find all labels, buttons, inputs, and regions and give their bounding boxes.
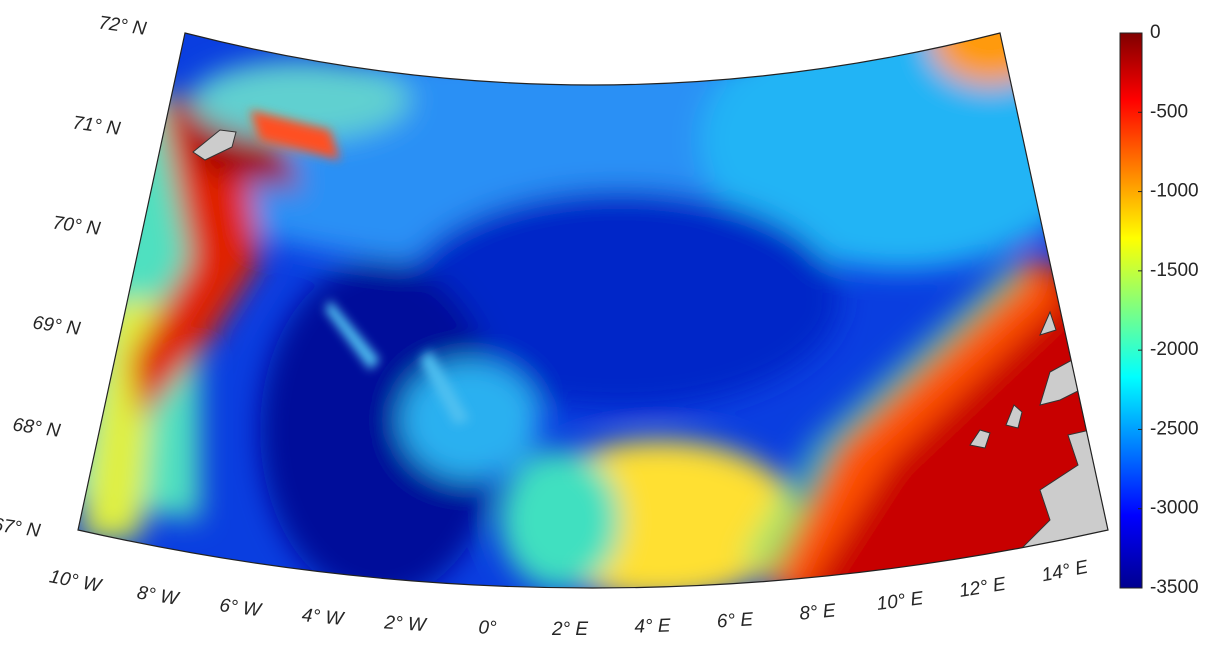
- latitude-label: 67° N: [0, 514, 42, 541]
- colorbar-tick-label: -2000: [1150, 339, 1199, 360]
- longitude-label: 0°: [478, 617, 497, 639]
- longitude-label: 14° E: [1040, 557, 1090, 587]
- longitude-label: 10° E: [875, 588, 924, 615]
- map-figure: 72° N 71° N 70° N 69° N 68° N 67° N10° W 8° W 6…: [0, 0, 1209, 648]
- colorbar-tick-label: -1000: [1150, 181, 1199, 202]
- longitude-label: 12° E: [958, 574, 1008, 602]
- longitude-label: 8° E: [798, 600, 836, 624]
- latitude-label: 71° N: [71, 112, 121, 139]
- latitude-label: 68° N: [11, 414, 61, 441]
- colorbar-tick-label: -2500: [1150, 418, 1199, 439]
- colorbar-tick-label: -500: [1150, 101, 1188, 122]
- longitude-label: 6° W: [218, 595, 264, 621]
- longitude-label: 2° W: [383, 612, 429, 636]
- longitude-label: 8° W: [135, 583, 181, 611]
- bathymetry: [60, 0, 1130, 648]
- colorbar-tick-label: -3000: [1150, 498, 1199, 519]
- colorbar-tick-label: -3500: [1150, 577, 1199, 598]
- colorbar: [1120, 33, 1142, 588]
- colorbar-tick-label: -1500: [1150, 260, 1199, 281]
- longitude-label: 4° W: [301, 605, 346, 630]
- longitude-label: 2° E: [551, 619, 588, 640]
- colorbar-tick-label: 0: [1150, 22, 1161, 43]
- latitude-label: 69° N: [31, 312, 81, 339]
- latitude-label: 72° N: [97, 12, 147, 39]
- longitude-label: 6° E: [716, 609, 754, 632]
- longitude-label: 10° W: [48, 566, 105, 597]
- latitude-label: 70° N: [51, 212, 101, 239]
- longitude-label: 4° E: [634, 615, 671, 637]
